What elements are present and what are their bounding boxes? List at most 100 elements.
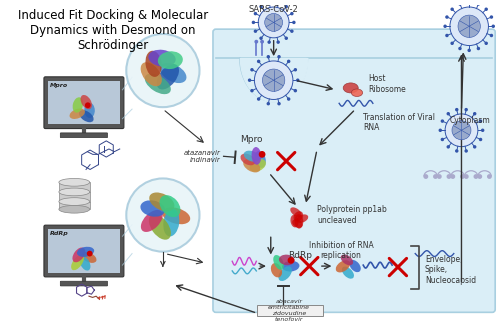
Circle shape [290, 30, 294, 33]
Ellipse shape [158, 51, 183, 69]
Circle shape [250, 89, 254, 92]
Text: Induced Fit Docking & Molecular
Dynamics with Desmond on
Schrödinger: Induced Fit Docking & Molecular Dynamics… [18, 9, 208, 52]
Text: SARS-CoV-2: SARS-CoV-2 [249, 5, 298, 14]
Circle shape [484, 8, 488, 11]
Circle shape [87, 251, 92, 257]
Circle shape [252, 21, 255, 24]
Circle shape [450, 174, 455, 179]
Ellipse shape [352, 89, 362, 96]
Circle shape [487, 174, 492, 179]
Ellipse shape [164, 209, 180, 237]
Circle shape [468, 49, 471, 52]
Ellipse shape [79, 110, 94, 122]
Bar [48, 81, 120, 124]
Circle shape [490, 34, 493, 37]
Circle shape [292, 21, 296, 24]
Circle shape [268, 40, 271, 44]
Circle shape [257, 60, 260, 63]
Circle shape [455, 149, 458, 153]
Ellipse shape [71, 255, 84, 270]
Circle shape [455, 108, 458, 111]
Circle shape [450, 7, 488, 45]
FancyBboxPatch shape [60, 281, 108, 286]
FancyBboxPatch shape [60, 133, 108, 138]
Ellipse shape [294, 211, 303, 221]
FancyBboxPatch shape [213, 29, 495, 312]
Ellipse shape [80, 95, 92, 109]
Circle shape [433, 174, 438, 179]
Ellipse shape [59, 205, 90, 213]
Circle shape [450, 8, 454, 11]
Circle shape [268, 1, 271, 4]
Ellipse shape [240, 154, 256, 165]
Ellipse shape [148, 50, 176, 67]
Bar [59, 202, 90, 209]
Circle shape [479, 138, 482, 141]
Ellipse shape [290, 215, 298, 227]
Ellipse shape [59, 198, 90, 205]
Bar [59, 192, 90, 202]
Ellipse shape [80, 256, 90, 270]
Ellipse shape [70, 109, 85, 119]
Ellipse shape [84, 103, 95, 118]
Circle shape [264, 13, 282, 31]
Ellipse shape [292, 219, 302, 228]
Ellipse shape [146, 51, 162, 77]
Text: Translation of Viral
RNA: Translation of Viral RNA [363, 113, 435, 132]
Circle shape [458, 2, 462, 6]
Circle shape [290, 12, 294, 15]
Circle shape [258, 7, 289, 38]
Circle shape [476, 47, 480, 50]
Ellipse shape [254, 151, 266, 168]
Ellipse shape [342, 266, 354, 279]
Circle shape [254, 61, 293, 99]
Circle shape [473, 145, 476, 149]
Ellipse shape [279, 255, 294, 265]
Ellipse shape [81, 252, 96, 263]
Text: Cytoplasm: Cytoplasm [450, 116, 490, 125]
Circle shape [450, 41, 454, 45]
Ellipse shape [296, 215, 308, 223]
Circle shape [276, 40, 280, 44]
Text: Mpro: Mpro [240, 136, 262, 144]
Ellipse shape [140, 62, 162, 86]
Circle shape [260, 5, 263, 8]
Ellipse shape [278, 266, 292, 281]
Circle shape [446, 145, 450, 149]
FancyBboxPatch shape [257, 305, 324, 316]
Ellipse shape [336, 260, 350, 272]
Ellipse shape [72, 247, 86, 262]
Ellipse shape [294, 214, 304, 229]
Circle shape [464, 174, 468, 179]
Circle shape [85, 102, 90, 108]
Circle shape [266, 102, 270, 105]
Ellipse shape [350, 260, 361, 272]
Circle shape [278, 55, 280, 59]
Circle shape [276, 1, 280, 4]
Circle shape [464, 149, 468, 153]
Circle shape [476, 2, 480, 6]
Circle shape [446, 174, 452, 179]
Circle shape [458, 47, 462, 50]
Circle shape [424, 174, 428, 179]
Text: Envelope,
Spike,
Nucleocapsid: Envelope, Spike, Nucleocapsid [425, 255, 476, 285]
Circle shape [288, 257, 294, 264]
Circle shape [446, 112, 450, 115]
Ellipse shape [271, 263, 282, 277]
Circle shape [474, 174, 478, 179]
Ellipse shape [243, 159, 260, 172]
Circle shape [126, 178, 200, 252]
Ellipse shape [59, 188, 90, 196]
Circle shape [250, 68, 254, 71]
Ellipse shape [140, 200, 165, 217]
Ellipse shape [250, 159, 266, 172]
Circle shape [479, 119, 482, 123]
Ellipse shape [162, 207, 190, 224]
Circle shape [464, 108, 468, 111]
Circle shape [452, 121, 471, 140]
Circle shape [287, 97, 290, 101]
Circle shape [468, 0, 471, 4]
Circle shape [490, 15, 493, 19]
Circle shape [484, 41, 488, 45]
Circle shape [254, 40, 258, 44]
